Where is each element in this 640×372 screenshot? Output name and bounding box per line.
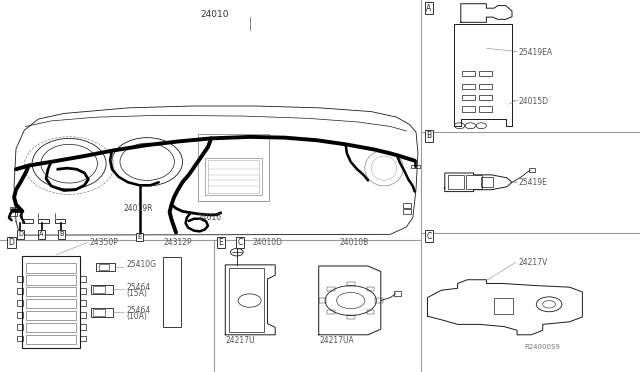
Bar	[462, 95, 475, 100]
Bar	[462, 71, 475, 76]
Text: D: D	[8, 238, 15, 247]
Bar	[375, 298, 383, 303]
Bar	[479, 84, 492, 89]
Text: (15A): (15A)	[126, 289, 147, 298]
Bar	[38, 219, 49, 223]
Bar	[347, 282, 355, 286]
Bar	[80, 300, 86, 306]
Text: 25464: 25464	[126, 283, 150, 292]
Bar	[367, 287, 374, 291]
Text: B: B	[426, 131, 431, 140]
Bar	[198, 134, 269, 201]
Bar	[403, 209, 411, 214]
Bar	[91, 285, 113, 294]
Text: 24312P: 24312P	[163, 238, 192, 247]
Bar	[479, 71, 492, 76]
Bar	[17, 276, 23, 282]
Text: D: D	[18, 231, 23, 237]
Text: 24010B: 24010B	[339, 238, 369, 247]
Bar	[17, 288, 23, 294]
Bar	[17, 336, 23, 341]
Text: 24010: 24010	[200, 10, 228, 19]
Bar	[327, 287, 335, 291]
Text: B: B	[59, 231, 64, 237]
Bar	[93, 309, 105, 316]
Bar	[163, 257, 181, 327]
Text: C: C	[237, 238, 243, 247]
Bar	[494, 298, 513, 314]
Text: (10A): (10A)	[126, 312, 147, 321]
Bar	[529, 168, 535, 172]
Text: 25464: 25464	[126, 307, 150, 315]
Bar	[394, 291, 401, 296]
Bar	[22, 256, 80, 348]
Text: 25410G: 25410G	[126, 260, 156, 269]
Bar	[17, 300, 23, 306]
Bar	[367, 310, 374, 314]
Text: 24217U: 24217U	[225, 336, 255, 345]
Bar	[466, 175, 482, 189]
Text: 24019R: 24019R	[124, 204, 153, 213]
Text: 24217V: 24217V	[518, 258, 548, 267]
Bar	[80, 288, 86, 294]
Bar	[26, 335, 76, 344]
Text: 24015D: 24015D	[518, 97, 548, 106]
Text: A: A	[426, 4, 431, 13]
Text: A: A	[39, 231, 44, 237]
Bar	[93, 286, 105, 293]
Text: 25419EA: 25419EA	[518, 48, 552, 57]
Bar	[26, 263, 76, 273]
Text: 24350P: 24350P	[90, 238, 118, 247]
Bar	[481, 177, 493, 187]
Bar	[17, 312, 23, 318]
Bar	[91, 308, 113, 317]
Bar	[55, 219, 65, 223]
Bar	[80, 324, 86, 330]
Bar	[411, 165, 420, 168]
Bar	[99, 264, 109, 270]
Text: E: E	[138, 234, 141, 240]
Text: 24217UA: 24217UA	[320, 336, 355, 345]
Bar	[26, 275, 76, 285]
Bar	[479, 95, 492, 100]
Bar	[205, 158, 262, 195]
Bar	[22, 219, 33, 223]
Bar	[347, 315, 355, 319]
Bar	[96, 263, 115, 271]
Bar	[80, 336, 86, 341]
Text: 24016: 24016	[197, 213, 221, 222]
Bar	[448, 175, 464, 189]
Bar	[10, 212, 17, 216]
Text: C: C	[426, 232, 431, 241]
Bar	[26, 299, 76, 308]
Bar	[26, 287, 76, 296]
Bar	[80, 276, 86, 282]
Bar	[327, 310, 335, 314]
Bar	[80, 312, 86, 318]
Bar	[462, 106, 475, 112]
Text: E: E	[218, 238, 223, 247]
Bar	[229, 268, 264, 332]
Text: 25419E: 25419E	[518, 178, 547, 187]
Bar	[26, 311, 76, 320]
Bar	[403, 203, 411, 208]
Bar	[479, 106, 492, 112]
Bar	[208, 160, 259, 193]
Text: 24010D: 24010D	[253, 238, 283, 247]
Bar	[17, 324, 23, 330]
Bar	[462, 84, 475, 89]
Bar	[319, 298, 326, 303]
Text: R24000S9: R24000S9	[525, 344, 561, 350]
Bar	[26, 323, 76, 332]
Bar	[10, 207, 17, 211]
